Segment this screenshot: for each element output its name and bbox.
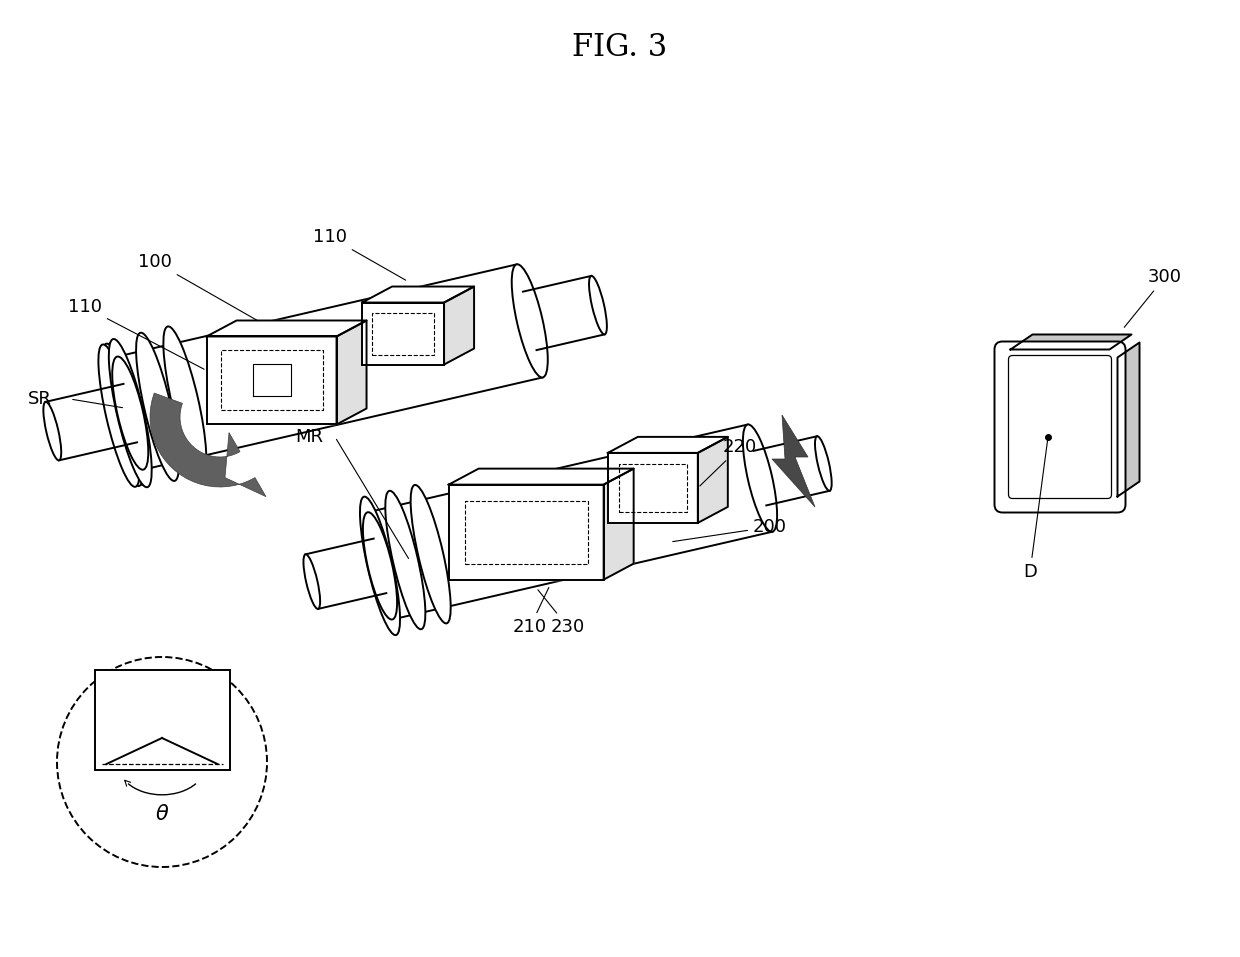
Ellipse shape <box>363 512 397 619</box>
Text: D: D <box>1023 440 1048 581</box>
Polygon shape <box>362 302 444 365</box>
Ellipse shape <box>136 333 179 481</box>
Ellipse shape <box>589 276 606 334</box>
Polygon shape <box>336 321 367 425</box>
FancyBboxPatch shape <box>994 342 1126 513</box>
Ellipse shape <box>743 425 777 532</box>
Polygon shape <box>604 469 634 580</box>
Polygon shape <box>150 393 267 497</box>
Polygon shape <box>608 437 728 453</box>
Polygon shape <box>362 286 474 302</box>
Polygon shape <box>94 670 229 770</box>
Ellipse shape <box>410 485 450 623</box>
Polygon shape <box>698 437 728 523</box>
FancyBboxPatch shape <box>1008 355 1111 499</box>
Ellipse shape <box>113 357 149 470</box>
Ellipse shape <box>512 264 548 377</box>
Text: 100: 100 <box>138 253 258 321</box>
Ellipse shape <box>164 326 206 475</box>
Polygon shape <box>253 365 290 396</box>
Text: $\theta$: $\theta$ <box>155 804 169 824</box>
Text: 110: 110 <box>312 228 405 280</box>
Polygon shape <box>1117 343 1140 497</box>
Ellipse shape <box>102 344 144 486</box>
Polygon shape <box>207 337 336 425</box>
Text: 230: 230 <box>538 590 585 636</box>
Polygon shape <box>449 469 634 484</box>
Ellipse shape <box>43 402 61 460</box>
Text: SR: SR <box>29 390 52 408</box>
Ellipse shape <box>386 491 425 630</box>
Polygon shape <box>608 453 698 523</box>
Polygon shape <box>1011 335 1131 349</box>
Text: 300: 300 <box>1125 268 1182 327</box>
Polygon shape <box>207 321 367 337</box>
Ellipse shape <box>360 497 401 635</box>
Text: 220: 220 <box>699 438 758 486</box>
Text: 110: 110 <box>68 298 205 369</box>
Ellipse shape <box>304 554 320 609</box>
Text: MR: MR <box>295 428 322 446</box>
Text: 200: 200 <box>673 518 787 542</box>
Text: FIG. 3: FIG. 3 <box>573 32 667 62</box>
Polygon shape <box>444 286 474 365</box>
Ellipse shape <box>107 343 148 485</box>
Polygon shape <box>773 415 815 507</box>
Text: 210: 210 <box>513 588 549 636</box>
Circle shape <box>57 657 267 867</box>
Polygon shape <box>449 484 604 580</box>
Ellipse shape <box>815 436 832 491</box>
Ellipse shape <box>98 345 140 487</box>
Ellipse shape <box>109 339 151 487</box>
